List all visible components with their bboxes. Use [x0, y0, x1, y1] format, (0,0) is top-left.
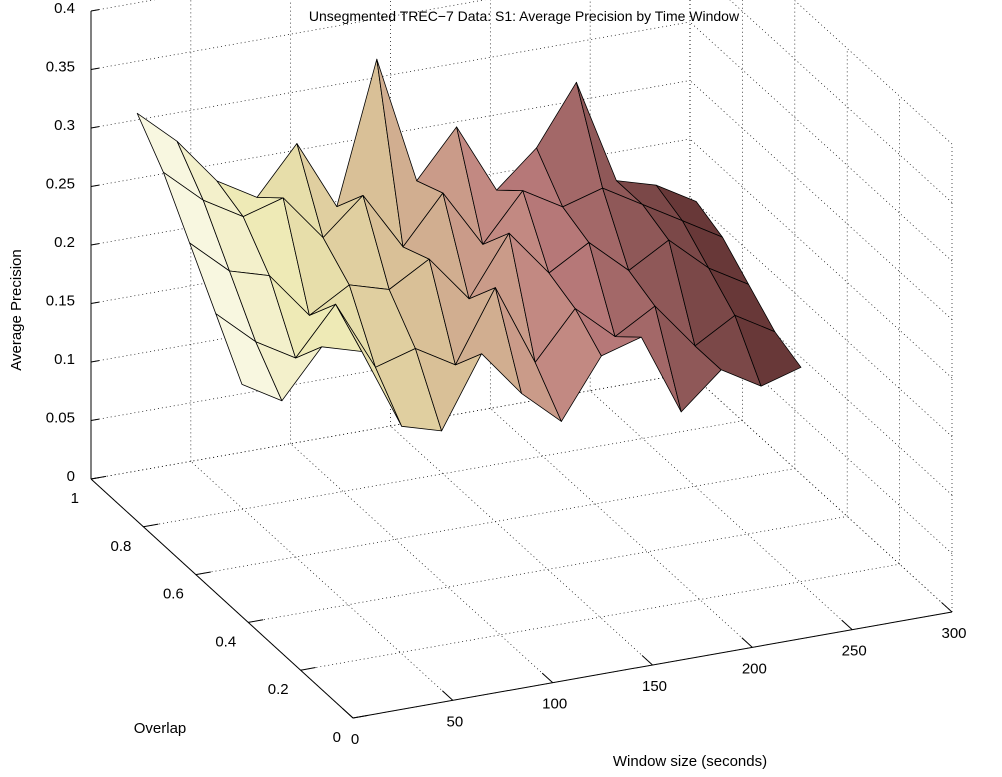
- z-tick-label: 0.15: [46, 293, 75, 310]
- z-tick-mark: [90, 243, 100, 246]
- floor-grid-line: [290, 443, 553, 683]
- y-tick-mark: [248, 619, 264, 623]
- x-tick-mark: [941, 602, 953, 613]
- y-tick-mark: [143, 523, 159, 528]
- z-tick-label: 0: [67, 468, 75, 485]
- y-tick-label: 0.4: [215, 633, 236, 650]
- x-tick-mark: [841, 619, 853, 631]
- y-axis-label: Overlap: [134, 720, 187, 737]
- z-tick-mark: [90, 67, 100, 70]
- x-tick-mark: [741, 637, 753, 648]
- y-tick-mark: [195, 571, 211, 576]
- x-tick-label: 150: [642, 678, 667, 695]
- y-axis-line: [90, 478, 354, 719]
- axes: [90, 9, 953, 719]
- floor-grid-line: [248, 516, 848, 623]
- z-tick-mark: [90, 184, 100, 187]
- surface-facet: [734, 314, 802, 387]
- x-tick-label: 100: [542, 696, 567, 713]
- chart-title: Unsegmented TREC−7 Data: S1: Average Pre…: [309, 8, 740, 24]
- x-tick-label: 0: [351, 731, 359, 748]
- floor-grid-line: [689, 372, 953, 613]
- z-tick-label: 0.2: [54, 234, 75, 251]
- z-tick-label: 0.05: [46, 410, 75, 427]
- floor-grid-line: [190, 461, 454, 701]
- z-tick-label: 0.3: [54, 117, 75, 134]
- back-wall-grid-line: [90, 21, 691, 129]
- y-tick-label: 0.6: [163, 586, 184, 603]
- x-tick-mark: [442, 690, 454, 701]
- side-wall-grid-line: [689, 372, 953, 613]
- back-wall-grid-line: [90, 0, 486, 70]
- y-tick-label: 0: [333, 729, 341, 746]
- floor-grid-line: [195, 468, 795, 575]
- back-wall-grid-line: [90, 372, 691, 480]
- x-tick-label: 200: [742, 660, 767, 677]
- z-axis-label: Average Precision: [8, 249, 25, 370]
- side-wall-grid-line: [729, 0, 953, 203]
- floor-grid-line: [390, 425, 653, 666]
- tick-labels: 0 50 100 150 200 250 300 0 0.2 0.4 0.6 0.8 1 0 0.05 0.1…: [46, 0, 967, 748]
- surface-plot: [136, 58, 802, 432]
- x-tick-label: 300: [941, 625, 966, 642]
- y-tick-label: 1: [71, 490, 79, 507]
- z-tick-mark: [90, 418, 100, 421]
- z-tick-mark: [90, 9, 100, 12]
- x-tick-label: 50: [446, 713, 463, 730]
- z-tick-mark: [90, 360, 100, 363]
- x-axis-label: Window size (seconds): [613, 753, 767, 770]
- floor-grid-line: [490, 408, 753, 648]
- floor-grid-line: [300, 563, 900, 671]
- z-tick-mark: [90, 477, 100, 480]
- x-tick-mark: [541, 672, 554, 684]
- z-tick-label: 0.4: [54, 0, 75, 17]
- y-tick-mark: [352, 714, 369, 719]
- x-tick-mark: [342, 708, 354, 719]
- side-wall-grid-line: [689, 21, 953, 262]
- y-tick-label: 0.8: [111, 538, 132, 555]
- z-tick-label: 0.1: [54, 351, 75, 368]
- y-tick-label: 0.2: [268, 681, 289, 698]
- z-tick-mark: [90, 126, 100, 129]
- x-tick-label: 250: [842, 643, 867, 660]
- z-tick-label: 0.35: [46, 59, 75, 76]
- y-tick-mark: [300, 667, 316, 671]
- x-tick-mark: [641, 655, 653, 666]
- floor-grid-line: [143, 420, 743, 528]
- z-tick-mark: [90, 301, 100, 304]
- z-tick-label: 0.25: [46, 176, 75, 193]
